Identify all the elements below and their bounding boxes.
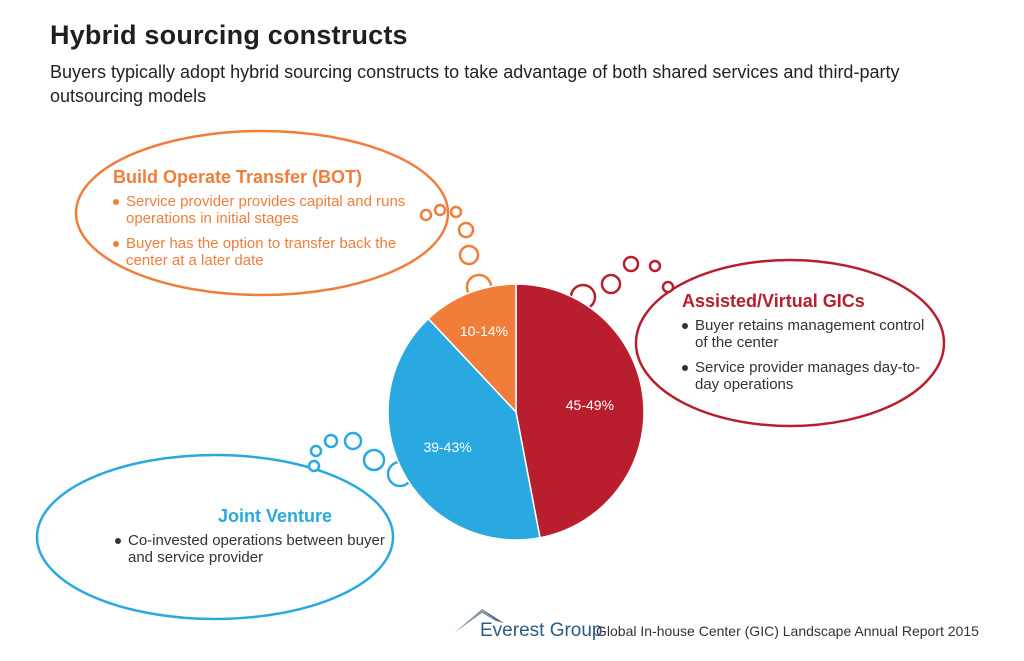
assisted-trail-circle [622, 255, 640, 273]
joint-heading: Joint Venture [217, 506, 333, 526]
joint-trail-circle [362, 448, 386, 472]
assisted-bullet: Buyer retains management control of the … [682, 317, 932, 351]
assisted-bubble: Assisted/Virtual GICs Buyer retains mana… [682, 291, 932, 401]
bot-trail-circle [419, 208, 433, 222]
assisted-trail-circle [648, 259, 662, 273]
joint-trail-circle [343, 431, 363, 451]
pie-slice-assisted-virtual-gics [515, 283, 645, 539]
assisted-bullet: Service provider manages day-to-day oper… [682, 359, 932, 393]
joint-trail-circle [307, 459, 321, 473]
bot-trail-circle [457, 221, 475, 239]
bot-bubble-outline [74, 129, 450, 297]
bot-bullet: Service provider provides capital and ru… [113, 193, 413, 227]
page-title: Hybrid sourcing constructs [50, 20, 408, 50]
bot-bullet: Buyer has the option to transfer back th… [113, 235, 413, 269]
bot-heading: Build Operate Transfer (BOT) [113, 167, 363, 187]
report-title: Global In-house Center (GIC) Landscape A… [596, 623, 979, 639]
pie-slice-label: 45-49% [566, 397, 614, 413]
joint-bullet: Co-invested operations between buyer and… [115, 532, 405, 566]
bot-bubble: Build Operate Transfer (BOT) Service pro… [113, 167, 413, 277]
joint-trail-circle [323, 433, 339, 449]
assisted-trail-circle [600, 273, 622, 295]
joint-trail-circle [309, 444, 323, 458]
bot-trail-circle [433, 203, 447, 217]
pie-slice-label: 39-43% [423, 439, 471, 455]
brand-name: Everest Group [480, 620, 603, 641]
mountain-peak-icon [454, 609, 504, 633]
page-subtitle: Buyers typically adopt hybrid sourcing c… [50, 62, 900, 106]
bot-trail-circle [449, 205, 463, 219]
assisted-trail-circle [661, 280, 675, 294]
assisted-bullet-list: Buyer retains management control of the … [682, 317, 932, 393]
joint-bubble-outline [35, 453, 395, 621]
pie-slice-build-operate-transfer-bot [427, 283, 517, 414]
pie-slice-label: 10-14% [460, 323, 508, 339]
bot-thought-trail [419, 203, 493, 301]
joint-bubble: Joint Venture Co-invested operations bet… [115, 506, 405, 574]
pie-slice-joint-venture [387, 317, 541, 541]
bot-trail-circle [458, 244, 480, 266]
bot-bullet-list: Service provider provides capital and ru… [113, 193, 413, 269]
assisted-heading: Assisted/Virtual GICs [682, 291, 865, 311]
assisted-bubble-outline [634, 258, 946, 428]
joint-bullet-list: Co-invested operations between buyer and… [115, 532, 405, 566]
footer: Everest Group Global In-house Center (GI… [452, 603, 1012, 643]
